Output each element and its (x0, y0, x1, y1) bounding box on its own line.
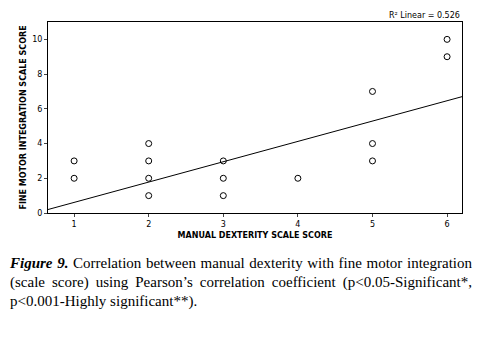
svg-text:10: 10 (32, 35, 42, 44)
svg-text:FINE MOTOR INTEGRATION SCALE S: FINE MOTOR INTEGRATION SCALE SCORE (19, 25, 28, 209)
svg-text:2: 2 (146, 220, 151, 229)
svg-text:6: 6 (37, 105, 42, 114)
svg-text:0: 0 (37, 209, 42, 218)
svg-text:8: 8 (37, 70, 42, 79)
svg-text:3: 3 (221, 220, 226, 229)
svg-text:4: 4 (295, 220, 300, 229)
svg-text:1: 1 (72, 220, 77, 229)
html-text:Figure 9. Correlation between: Figure 9. Correlation between manual dex… (10, 255, 472, 309)
svg-text:MANUAL DEXTERITY SCALE SCORE: MANUAL DEXTERITY SCALE SCORE (178, 231, 333, 240)
svg-text:6: 6 (445, 220, 450, 229)
svg-text:4: 4 (37, 139, 42, 148)
svg-text:R² Linear = 0.526: R² Linear = 0.526 (389, 11, 460, 20)
svg-text:2: 2 (37, 174, 42, 183)
svg-text:5: 5 (370, 220, 375, 229)
